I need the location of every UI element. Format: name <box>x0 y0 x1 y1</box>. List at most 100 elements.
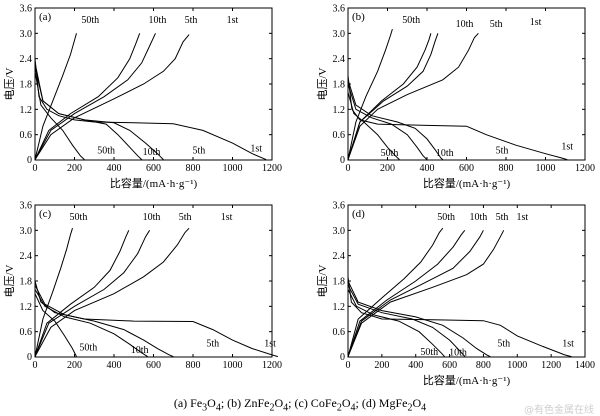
y-tick-label: 1.2 <box>20 302 33 313</box>
y-axis-label: 电压/V <box>316 264 329 297</box>
series-line-charge-50th <box>34 228 73 357</box>
x-tick-label: 200 <box>67 360 82 371</box>
panel-label: (a) <box>39 11 52 23</box>
series-line-discharge-1st <box>34 58 267 161</box>
series-line-charge-5th <box>34 230 151 357</box>
curve-label: 50th <box>79 343 97 354</box>
x-axis-label: 比容量/(mA·h·g⁻¹) <box>423 176 511 190</box>
x-tick-label: 600 <box>146 163 161 174</box>
curve-label: 1st <box>562 338 574 349</box>
y-tick-label: 3.0 <box>333 29 346 40</box>
x-tick-label: 600 <box>146 360 161 371</box>
plot-frame <box>347 204 586 358</box>
x-tick-label: 200 <box>380 163 395 174</box>
y-tick-label: 0.6 <box>333 327 346 338</box>
series-line-discharge-10th <box>34 66 143 160</box>
series-line-charge-1st <box>34 227 190 357</box>
y-tick-label: 1.8 <box>20 80 33 91</box>
curve-label: 1st <box>264 338 276 349</box>
series-line-charge-1st <box>347 230 505 357</box>
series-line-discharge-10th <box>34 289 148 358</box>
series-line-charge-1st <box>347 32 479 160</box>
figure-caption: (a) Fe3O4; (b) ZnFe2O4; (c) CoFe2O4; (d)… <box>173 396 427 414</box>
series-line-charge-50th <box>347 227 444 357</box>
series-line-charge-50th <box>347 28 393 160</box>
curve-label: 1st <box>227 15 239 26</box>
curve-label: 50th <box>81 15 99 26</box>
curve-label: 5th <box>193 146 206 157</box>
y-tick-label: 0.6 <box>20 130 33 141</box>
curve-label: 5th <box>185 15 198 26</box>
y-tick-label: 1.2 <box>333 302 346 313</box>
panel-label: (b) <box>352 11 365 23</box>
curve-label: 1st <box>517 212 529 223</box>
y-tick-label: 3.0 <box>20 29 33 40</box>
y-tick-label: 0.6 <box>333 130 346 141</box>
series-line-charge-10th <box>347 33 432 160</box>
x-tick-label: 1200 <box>262 360 282 371</box>
y-tick-label: 0 <box>27 352 32 363</box>
curve-label: 10th <box>131 345 149 356</box>
y-tick-label: 0.6 <box>20 327 33 338</box>
series-line-charge-1st <box>34 34 190 160</box>
y-tick-label: 2.4 <box>333 251 346 262</box>
x-tick-label: 1200 <box>262 163 282 174</box>
x-tick-label: 1200 <box>541 360 561 371</box>
curve-label: 5th <box>179 212 192 223</box>
y-tick-label: 0 <box>340 155 345 166</box>
curve-label: 5th <box>496 146 509 157</box>
x-tick-label: 400 <box>408 360 423 371</box>
curve-label: 50th <box>420 347 438 358</box>
chart-panel-1: 0 200 400 600 800 1000 1200 0.6 1.2 1.8 2.4 3.0 3.6 0… <box>3 4 282 191</box>
curve-label: 1st <box>530 17 542 28</box>
x-tick-label: 800 <box>186 163 201 174</box>
panel-label: (d) <box>352 208 365 220</box>
curve-label: 10th <box>149 15 167 26</box>
y-tick-label: 2.4 <box>333 54 346 65</box>
series-line-charge-50th <box>34 33 77 160</box>
curve-label: 50th <box>437 212 455 223</box>
curve-label: 10th <box>449 348 467 359</box>
series-line-discharge-50th <box>347 289 445 357</box>
x-tick-label: 0 <box>33 163 38 174</box>
x-tick-label: 0 <box>33 360 38 371</box>
chart-panel-2: 0 200 400 600 800 1000 1200 0.6 1.2 1.8 2.4 3.0 3.6 0… <box>316 4 595 191</box>
x-tick-label: 600 <box>459 163 474 174</box>
x-tick-label: 1000 <box>223 360 243 371</box>
series-line-discharge-50th <box>347 92 400 160</box>
x-tick-label: 800 <box>499 163 514 174</box>
series-line-discharge-50th <box>34 293 77 357</box>
curve-label: 10th <box>469 212 487 223</box>
x-axis-label: 比容量/(mA·h·g⁻¹) <box>110 176 198 190</box>
x-tick-label: 200 <box>374 360 389 371</box>
x-tick-label: 200 <box>67 163 82 174</box>
x-tick-label: 400 <box>107 360 122 371</box>
curve-label: 5th <box>497 338 510 349</box>
chart-panel-3: 0 200 400 600 800 1000 1200 0.6 1.2 1.8 2.4 3.0 3.6 0… <box>3 201 282 372</box>
curve-label: 5th <box>490 19 503 30</box>
y-tick-label: 3.6 <box>20 4 33 15</box>
curve-label: 5th <box>206 338 219 349</box>
curve-label: 50th <box>402 15 420 26</box>
series-line-charge-10th <box>34 33 141 160</box>
series-line-charge-10th <box>34 230 130 357</box>
x-tick-label: 400 <box>420 163 435 174</box>
plot-frame <box>34 7 273 161</box>
y-tick-label: 1.2 <box>20 105 33 116</box>
curve-label: 1st <box>561 141 573 152</box>
x-tick-label: 800 <box>186 360 201 371</box>
curve-label: 10th <box>436 148 454 159</box>
y-tick-label: 0 <box>27 155 32 166</box>
series-line-charge-5th <box>34 33 156 160</box>
series-line-discharge-5th <box>34 284 174 358</box>
curve-label: 1st <box>221 212 233 223</box>
y-tick-label: 1.8 <box>20 277 33 288</box>
series-line-discharge-10th <box>347 284 466 357</box>
y-axis-label: 电压/V <box>316 67 329 100</box>
curve-label: 10th <box>143 147 161 158</box>
y-tick-label: 3.6 <box>333 201 346 212</box>
plot-frame <box>347 7 586 161</box>
x-tick-label: 0 <box>346 163 351 174</box>
panel-label: (c) <box>39 208 52 220</box>
